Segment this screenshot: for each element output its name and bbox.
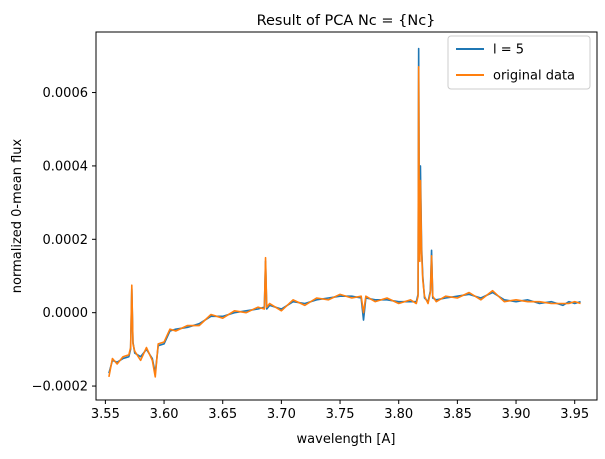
y-axis: −0.0002 0.0000 0.0002 0.0004 0.0006 [32,86,96,395]
legend-label-series-1: original data [493,69,575,84]
x-tick-label: 3.70 [267,407,296,422]
x-tick-label: 3.55 [91,407,120,422]
x-tick-label: 3.90 [502,407,531,422]
x-tick-label: 3.80 [384,407,413,422]
series-line-1 [108,66,581,378]
legend-label-series-0: l = 5 [493,43,524,58]
x-axis-label: wavelength [A] [297,432,396,447]
x-tick-label: 3.75 [326,407,355,422]
plot-area [108,47,581,378]
x-axis: 3.55 3.60 3.65 3.70 3.75 3.80 3.85 3.90 3.95 [91,400,589,422]
y-axis-label: normalized 0-mean flux [10,138,25,293]
x-tick-label: 3.95 [560,407,589,422]
chart-title: Result of PCA Nc = {Nc} [257,13,436,29]
x-tick-label: 3.65 [208,407,237,422]
y-tick-label: 0.0000 [43,306,89,321]
y-tick-label: 0.0006 [43,86,89,101]
axes-frame [95,31,598,401]
y-tick-label: −0.0002 [32,380,88,395]
legend: l = 5 original data [447,35,591,90]
y-tick-label: 0.0002 [43,233,89,248]
y-tick-label: 0.0004 [43,159,89,174]
x-tick-label: 3.85 [443,407,472,422]
x-tick-label: 3.60 [150,407,179,422]
